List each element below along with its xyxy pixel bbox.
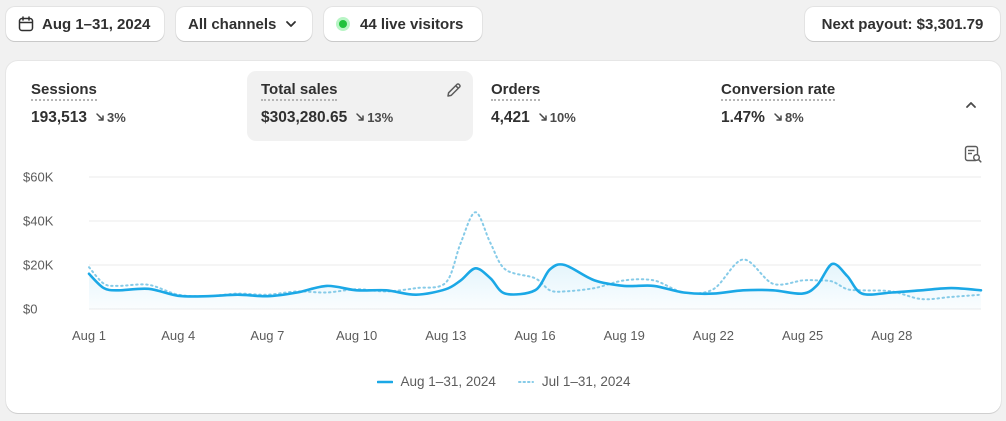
arrow-down-right-icon [774, 113, 782, 121]
metric-label: Total sales [261, 81, 338, 101]
next-payout-button[interactable]: Next payout: $3,301.79 [805, 7, 1000, 41]
channels-dropdown[interactable]: All channels [176, 7, 312, 41]
series-line-current [87, 262, 983, 298]
metric-change: 10% [538, 110, 576, 125]
metric-label: Sessions [31, 81, 97, 101]
chart-legend: Aug 1–31, 2024 Jul 1–31, 2024 [6, 374, 1001, 389]
next-payout-label: Next payout: $3,301.79 [821, 15, 984, 33]
metric-change: 8% [773, 110, 804, 125]
series-area-current [89, 263, 981, 309]
date-range-label: Aug 1–31, 2024 [42, 15, 151, 33]
chevron-down-icon [286, 21, 297, 27]
collapse-button[interactable] [961, 95, 981, 115]
metric-change-value: 13% [367, 109, 394, 125]
x-tick-label: Aug 13 [425, 328, 466, 343]
metric-value: 1.47% [721, 109, 765, 126]
metric-value: 4,421 [491, 109, 530, 126]
metric-change: 13% [355, 110, 393, 125]
metric-sessions[interactable]: Sessions 193,513 3% [17, 71, 243, 141]
chart-search-icon[interactable] [963, 144, 983, 164]
metric-orders[interactable]: Orders 4,421 10% [477, 71, 703, 141]
analytics-card: Sessions 193,513 3% Total sales $303,280… [6, 61, 1001, 413]
x-tick-label: Aug 28 [871, 328, 912, 343]
live-visitors-label: 44 live visitors [360, 15, 464, 33]
arrow-down-right-icon [96, 113, 104, 121]
date-range-button[interactable]: Aug 1–31, 2024 [6, 7, 164, 41]
legend-label: Jul 1–31, 2024 [541, 374, 631, 389]
x-tick-label: Aug 7 [250, 328, 284, 343]
metric-total-sales[interactable]: Total sales $303,280.65 13% [247, 71, 473, 141]
legend-swatch-dotted [517, 380, 534, 383]
y-tick-label: $20K [23, 258, 54, 273]
pencil-icon[interactable] [445, 81, 463, 99]
legend-item-previous[interactable]: Jul 1–31, 2024 [517, 374, 631, 389]
legend-item-current[interactable]: Aug 1–31, 2024 [376, 374, 496, 389]
channels-label: All channels [188, 15, 277, 33]
metric-change-value: 8% [784, 109, 804, 125]
metric-change-value: 10% [549, 109, 576, 125]
x-tick-label: Aug 22 [693, 328, 734, 343]
x-tick-label: Aug 10 [336, 328, 377, 343]
x-tick-label: Aug 4 [161, 328, 195, 343]
legend-swatch-solid [376, 380, 393, 383]
metric-label: Orders [491, 81, 541, 101]
arrow-down-right-icon [356, 113, 364, 121]
x-tick-label: Aug 19 [604, 328, 645, 343]
y-tick-label: $40K [23, 214, 54, 229]
arrow-down-right-icon [539, 113, 547, 121]
metric-label: Conversion rate [721, 81, 836, 101]
metric-change-value: 3% [107, 109, 126, 125]
metric-value: $303,280.65 [261, 109, 348, 126]
y-tick-label: $0 [23, 302, 37, 317]
y-tick-label: $60K [23, 170, 54, 185]
x-tick-label: Aug 16 [514, 328, 555, 343]
x-tick-label: Aug 25 [782, 328, 823, 343]
legend-label: Aug 1–31, 2024 [400, 374, 496, 389]
metric-conversion-rate[interactable]: Conversion rate 1.47% 8% [707, 71, 933, 141]
chevron-up-icon [966, 102, 976, 108]
x-tick-label: Aug 1 [72, 328, 106, 343]
series-line-previous [88, 211, 982, 301]
metric-value: 193,513 [31, 109, 88, 126]
live-dot-icon [336, 17, 350, 31]
calendar-icon [18, 16, 34, 32]
live-visitors-button[interactable]: 44 live visitors [324, 7, 482, 41]
sales-line-chart: $0 $20K $40K $60K Aug 1 Aug 4 Aug 7 Aug 10 Aug … [23, 170, 983, 343]
metric-change: 3% [95, 110, 126, 125]
